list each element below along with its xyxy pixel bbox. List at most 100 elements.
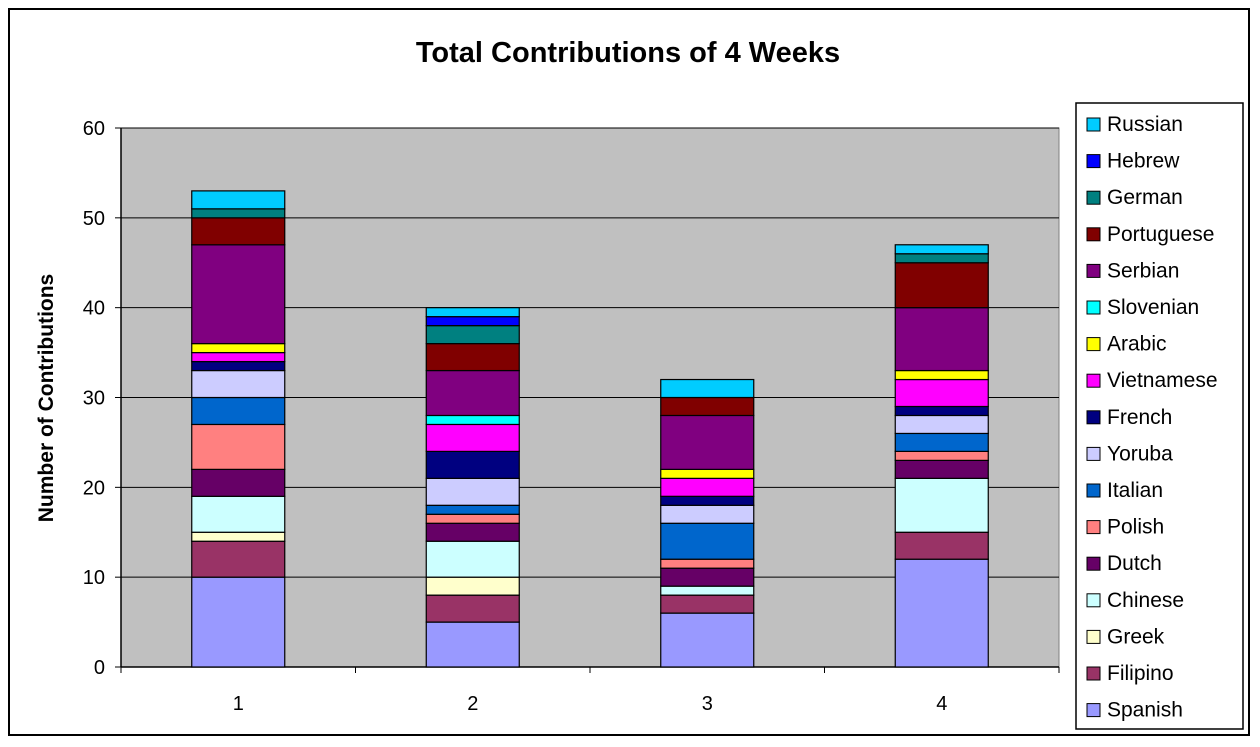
bar-segment-vietnamese-1	[191, 351, 286, 363]
y-tick-label: 30	[83, 388, 105, 410]
y-tick-label: 50	[83, 208, 105, 230]
legend-label-dutch: Dutch	[1107, 552, 1162, 575]
legend-label-russian: Russian	[1107, 113, 1183, 136]
legend-label-vietnamese: Vietnamese	[1107, 369, 1218, 392]
bar-segment-filipino-3	[660, 594, 755, 614]
bar-segment-dutch-2	[425, 522, 520, 542]
y-tick-label: 10	[83, 567, 105, 589]
bar-segment-polish-4	[894, 450, 989, 461]
bar-segment-filipino-4	[894, 531, 989, 560]
bar-segment-spanish-3	[660, 612, 755, 668]
x-tick-label: 2	[467, 693, 478, 715]
bar-segment-italian-2	[425, 504, 520, 515]
y-tick-label: 0	[94, 657, 105, 679]
bar-segment-hebrew-2	[425, 316, 520, 327]
bar-segment-slovenian-2	[425, 414, 520, 426]
bar-segment-portuguese-4	[894, 262, 989, 309]
bar-segment-spanish-1	[191, 576, 286, 668]
x-tick-label: 3	[702, 693, 713, 715]
bar-segment-serbian-2	[425, 369, 520, 417]
bar-segment-greek-2	[425, 576, 520, 596]
bar-segment-dutch-4	[894, 459, 989, 479]
bar-segment-yoruba-1	[191, 369, 286, 399]
legend-swatch-spanish	[1086, 703, 1101, 718]
legend-swatch-hebrew	[1086, 154, 1101, 169]
bar-segment-russian-3	[660, 378, 755, 399]
bar-segment-chinese-4	[894, 477, 989, 533]
bar-segment-yoruba-4	[894, 414, 989, 435]
bar-segment-serbian-1	[191, 244, 286, 345]
bar-segment-german-1	[191, 208, 286, 219]
bar-segment-chinese-1	[191, 495, 286, 533]
x-tick-label: 1	[233, 693, 244, 715]
bar-segment-chinese-2	[425, 540, 520, 578]
bar-segment-russian-2	[425, 307, 520, 318]
bar-segment-filipino-2	[425, 594, 520, 623]
legend-swatch-chinese	[1086, 593, 1101, 608]
legend-swatch-french	[1086, 410, 1101, 425]
legend-label-german: German	[1107, 186, 1183, 209]
legend-label-filipino: Filipino	[1107, 662, 1174, 685]
legend-label-yoruba: Yoruba	[1107, 442, 1173, 465]
y-tick-label: 20	[83, 477, 105, 499]
bar-segment-italian-1	[191, 396, 286, 426]
bar-segment-filipino-1	[191, 540, 286, 578]
legend-swatch-portuguese	[1086, 227, 1101, 242]
legend-label-serbian: Serbian	[1107, 259, 1179, 282]
legend-label-spanish: Spanish	[1107, 699, 1183, 722]
legend-label-hebrew: Hebrew	[1107, 150, 1180, 173]
legend-swatch-german	[1086, 190, 1101, 205]
y-axis-label: Number of Contributions	[35, 274, 58, 522]
plot-area: 0 10 20 30 40 50 60 1 2 3 4	[83, 118, 1060, 715]
legend-swatch-greek	[1086, 629, 1101, 644]
legend-label-french: French	[1107, 406, 1172, 429]
legend-label-italian: Italian	[1107, 479, 1163, 502]
legend-label-slovenian: Slovenian	[1107, 296, 1199, 319]
bar-segment-portuguese-3	[660, 396, 755, 417]
bar-segment-yoruba-2	[425, 477, 520, 506]
bar-segment-polish-2	[425, 513, 520, 524]
legend-swatch-slovenian	[1086, 300, 1101, 315]
bar-segment-italian-3	[660, 522, 755, 560]
legend-label-polish: Polish	[1107, 516, 1164, 539]
bar-segment-polish-3	[660, 558, 755, 569]
chart-title: Total Contributions of 4 Weeks	[416, 37, 840, 69]
bar-segment-russian-4	[894, 244, 989, 255]
bar-segment-dutch-1	[191, 468, 286, 497]
legend-swatch-vietnamese	[1086, 373, 1101, 388]
legend-swatch-dutch	[1086, 556, 1101, 571]
bar-segment-serbian-4	[894, 307, 989, 372]
bar-segment-vietnamese-4	[894, 378, 989, 408]
bar-segment-serbian-3	[660, 414, 755, 470]
bar-segment-arabic-1	[191, 343, 286, 354]
bar-segment-vietnamese-3	[660, 477, 755, 497]
x-tick-label: 4	[936, 693, 947, 715]
bar-segment-russian-1	[191, 190, 286, 210]
bar-segment-chinese-3	[660, 585, 755, 596]
legend-swatch-serbian	[1086, 263, 1101, 278]
legend-label-chinese: Chinese	[1107, 589, 1184, 612]
legend: Russian Hebrew German Portuguese Serbian Slov…	[1075, 102, 1244, 730]
y-tick-label: 40	[83, 298, 105, 320]
bar-segment-french-2	[425, 450, 520, 479]
bar-segment-yoruba-3	[660, 504, 755, 524]
legend-swatch-italian	[1086, 483, 1101, 498]
bar-segment-spanish-2	[425, 621, 520, 668]
bar-segment-greek-1	[191, 531, 286, 542]
bar-segment-polish-1	[191, 423, 286, 470]
bar-segment-arabic-3	[660, 468, 755, 479]
bar-segment-portuguese-2	[425, 343, 520, 372]
legend-swatch-russian	[1086, 117, 1101, 132]
legend-label-portuguese: Portuguese	[1107, 223, 1214, 246]
bar-segment-dutch-3	[660, 567, 755, 587]
y-tick-label: 60	[83, 118, 105, 140]
bar-segment-french-3	[660, 495, 755, 506]
bar-segment-italian-4	[894, 432, 989, 452]
legend-label-arabic: Arabic	[1107, 333, 1167, 356]
bar-segment-arabic-4	[894, 369, 989, 381]
legend-swatch-arabic	[1086, 337, 1101, 352]
bar-segment-spanish-4	[894, 558, 989, 668]
bar-segment-portuguese-1	[191, 217, 286, 246]
legend-swatch-yoruba	[1086, 446, 1101, 461]
